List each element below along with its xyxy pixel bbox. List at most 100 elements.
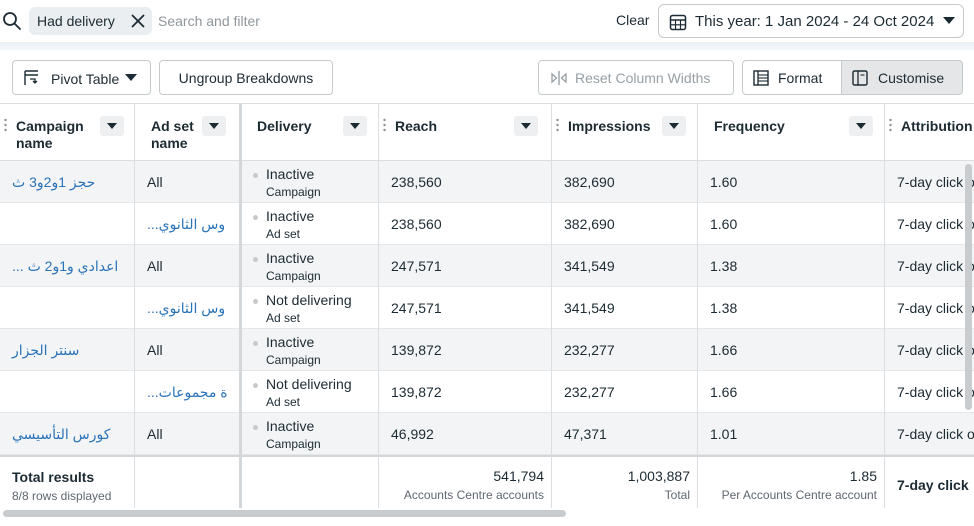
- table-row[interactable]: ...وس الثانوي Inactive Ad set 238,560 382,69…: [0, 203, 974, 245]
- column-header-label: Reach: [395, 118, 438, 134]
- attribution-cell: 7-day click o: [885, 161, 974, 202]
- frequency-value: 1.66: [710, 384, 738, 400]
- drag-handle-icon[interactable]: [889, 118, 892, 132]
- total-frequency: 1.85: [849, 468, 877, 484]
- table-row[interactable]: ... اعدادي و1و2 ث All Inactive Campaign 247,…: [0, 245, 974, 287]
- delivery-level: Ad set: [266, 395, 301, 409]
- campaign-name-link[interactable]: ... اعدادي و1و2 ث: [12, 258, 119, 274]
- table-row[interactable]: ...وس الثانوي Not delivering Ad set 247,571…: [0, 287, 974, 329]
- sort-dropdown-button[interactable]: [514, 116, 538, 136]
- column-header-campaign[interactable]: Campaign name: [0, 104, 134, 160]
- column-header-label: Impressions: [568, 118, 651, 134]
- search-input[interactable]: [158, 8, 598, 34]
- delivery-cell: Inactive Campaign: [242, 329, 378, 370]
- clear-button[interactable]: Clear: [616, 12, 650, 28]
- filter-chip[interactable]: Had delivery: [29, 7, 152, 35]
- attribution-cell: 7-day click o: [885, 413, 974, 454]
- reach-value: 139,872: [391, 384, 442, 400]
- reach-cell: 139,872: [379, 329, 551, 370]
- attribution-cell: 7-day click o: [885, 245, 974, 286]
- attribution-value: 7-day click o: [897, 300, 974, 316]
- pivot-table-button[interactable]: Pivot Table: [12, 60, 151, 95]
- date-range-button[interactable]: This year: 1 Jan 2024 - 24 Oct 2024: [658, 4, 964, 38]
- delivery-cell: Not delivering Ad set: [242, 371, 378, 412]
- search-icon[interactable]: [2, 11, 22, 31]
- format-button[interactable]: Format: [742, 60, 842, 95]
- adset-name: All: [147, 174, 163, 190]
- ungroup-breakdowns-button[interactable]: Ungroup Breakdowns: [159, 60, 333, 95]
- status-dot-icon: [253, 173, 258, 178]
- status-dot-icon: [253, 383, 258, 388]
- reach-cell: 247,571: [379, 245, 551, 286]
- reset-column-widths-label: Reset Column Widths: [575, 70, 711, 86]
- drag-handle-icon[interactable]: [383, 118, 386, 132]
- frequency-cell: 1.38: [698, 245, 884, 286]
- adset-name[interactable]: ...ة مجموعات: [147, 384, 228, 400]
- delivery-level: Ad set: [266, 311, 301, 325]
- adset-cell: All: [135, 329, 239, 370]
- column-header-adset[interactable]: Ad set name: [135, 104, 240, 160]
- adset-cell: All: [135, 413, 239, 454]
- campaign-cell: سنتر الجزار: [0, 329, 134, 370]
- adset-name[interactable]: ...وس الثانوي: [147, 300, 226, 316]
- table-row[interactable]: سنتر الجزار All Inactive Campaign 139,872 232…: [0, 329, 974, 371]
- sort-dropdown-button[interactable]: [343, 116, 367, 136]
- campaign-name-link[interactable]: حجز 1و2و3 ث: [12, 174, 96, 190]
- column-header-attribution[interactable]: Attribution: [885, 104, 974, 160]
- column-header-frequency[interactable]: Frequency: [698, 104, 884, 160]
- delivery-status: Inactive: [266, 418, 315, 434]
- delivery-status: Not delivering: [266, 292, 352, 308]
- impressions-cell: 47,371: [552, 413, 697, 454]
- sort-dropdown-button[interactable]: [100, 116, 124, 136]
- delivery-cell: Not delivering Ad set: [242, 287, 378, 328]
- delivery-status: Inactive: [266, 250, 315, 266]
- impressions-value: 341,549: [564, 300, 615, 316]
- impressions-cell: 232,277: [552, 329, 697, 370]
- close-icon[interactable]: [130, 13, 146, 29]
- attribution-value: 7-day click o: [897, 258, 974, 274]
- frozen-column-divider[interactable]: [239, 104, 242, 508]
- drag-handle-icon[interactable]: [556, 118, 559, 132]
- delivery-status: Inactive: [266, 166, 315, 182]
- sort-dropdown-button[interactable]: [849, 116, 873, 136]
- attribution-value: 7-day click o: [897, 174, 974, 190]
- vertical-scrollbar[interactable]: [965, 164, 972, 410]
- adset-cell: ...وس الثانوي: [135, 287, 239, 328]
- campaign-name-link[interactable]: سنتر الجزار: [12, 342, 80, 358]
- delivery-cell: Inactive Campaign: [242, 245, 378, 286]
- campaign-name-link[interactable]: كورس التأسيسي: [12, 426, 111, 442]
- attribution-cell: 7-day click o: [885, 329, 974, 370]
- reach-cell: 238,560: [379, 161, 551, 202]
- table-header: Campaign name Ad set name Delivery Reach…: [0, 104, 974, 161]
- column-header-label: Frequency: [714, 118, 785, 134]
- total-frequency-caption: Per Accounts Centre account: [721, 488, 877, 502]
- reach-value: 238,560: [391, 216, 442, 232]
- sort-dropdown-button[interactable]: [202, 116, 226, 136]
- reset-column-widths-button[interactable]: Reset Column Widths: [538, 60, 734, 95]
- drag-handle-icon[interactable]: [4, 118, 7, 132]
- reach-cell: 46,992: [379, 413, 551, 454]
- table-row[interactable]: ...ة مجموعات Not delivering Ad set 139,872 2…: [0, 371, 974, 413]
- total-reach-caption: Accounts Centre accounts: [403, 488, 544, 502]
- status-dot-icon: [253, 299, 258, 304]
- column-header-delivery[interactable]: Delivery: [243, 104, 378, 160]
- adset-cell: All: [135, 245, 239, 286]
- sort-dropdown-button[interactable]: [662, 116, 686, 136]
- impressions-value: 47,371: [564, 426, 607, 442]
- customise-button[interactable]: Customise: [841, 60, 963, 95]
- date-range-label: This year: 1 Jan 2024 - 24 Oct 2024: [695, 13, 935, 30]
- horizontal-scrollbar[interactable]: [3, 510, 566, 517]
- table-format-icon: [753, 70, 769, 86]
- adset-name: All: [147, 426, 163, 442]
- table-row[interactable]: حجز 1و2و3 ث All Inactive Campaign 238,560 382…: [0, 161, 974, 203]
- reach-cell: 247,571: [379, 287, 551, 328]
- frequency-cell: 1.60: [698, 161, 884, 202]
- column-header-reach[interactable]: Reach: [379, 104, 551, 160]
- column-header-impressions[interactable]: Impressions: [552, 104, 697, 160]
- adset-cell: All: [135, 161, 239, 202]
- table-row[interactable]: كورس التأسيسي All Inactive Campaign 46,992 47…: [0, 413, 974, 455]
- delivery-cell: Inactive Ad set: [242, 203, 378, 244]
- reach-value: 238,560: [391, 174, 442, 190]
- adset-name[interactable]: ...وس الثانوي: [147, 216, 226, 232]
- total-impressions-caption: Total: [664, 488, 690, 502]
